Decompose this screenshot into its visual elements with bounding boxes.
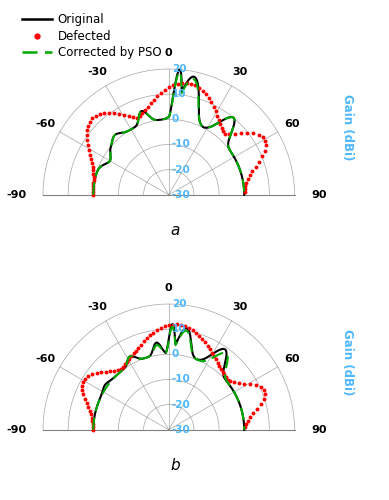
Text: -60: -60 — [36, 354, 56, 364]
Text: 30: 30 — [232, 302, 247, 312]
Text: 90: 90 — [311, 190, 326, 200]
Text: -60: -60 — [36, 118, 56, 128]
Text: -10: -10 — [172, 374, 191, 384]
Text: 60: 60 — [284, 354, 300, 364]
Text: -30: -30 — [88, 66, 108, 76]
Text: 20: 20 — [172, 299, 186, 309]
Text: 10: 10 — [172, 89, 186, 99]
Text: 30: 30 — [232, 66, 247, 76]
Text: -20: -20 — [172, 400, 191, 409]
Text: -30: -30 — [88, 302, 108, 312]
Text: 0: 0 — [172, 114, 179, 124]
Text: b: b — [170, 458, 180, 473]
Text: -30: -30 — [172, 190, 191, 200]
Text: 60: 60 — [284, 118, 300, 128]
Text: 0: 0 — [165, 48, 173, 58]
Text: 0: 0 — [172, 350, 179, 360]
Text: -10: -10 — [172, 140, 191, 149]
Text: 90: 90 — [311, 425, 326, 435]
Text: -90: -90 — [7, 425, 26, 435]
Legend: Original, Defected, Corrected by PSO: Original, Defected, Corrected by PSO — [18, 8, 166, 64]
Text: 20: 20 — [172, 64, 186, 74]
Text: Gain (dBi): Gain (dBi) — [341, 330, 354, 396]
Text: -90: -90 — [7, 190, 26, 200]
Text: Gain (dBi): Gain (dBi) — [341, 94, 354, 160]
Text: -20: -20 — [172, 164, 191, 174]
Text: -30: -30 — [172, 425, 191, 435]
Text: 0: 0 — [165, 282, 173, 292]
Text: a: a — [170, 224, 180, 238]
Text: 10: 10 — [172, 324, 186, 334]
